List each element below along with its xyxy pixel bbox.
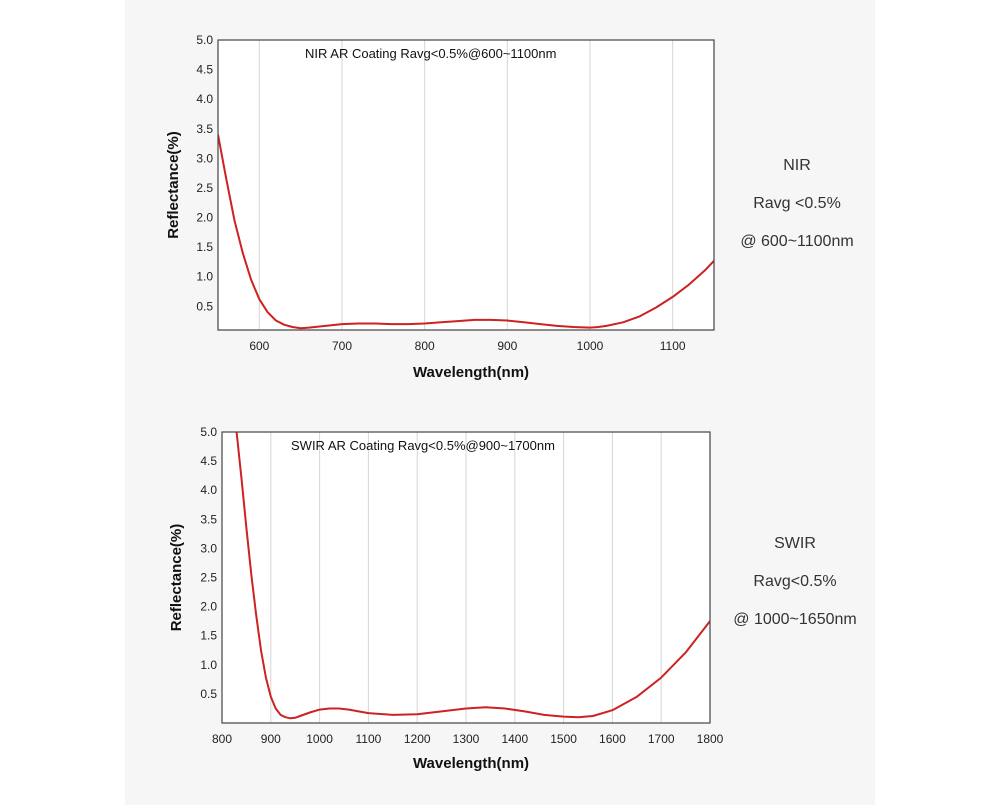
- nir-note: NIR Ravg <0.5% @ 600~1100nm: [717, 156, 877, 270]
- swir-y-axis-title: Reflectance(%): [168, 524, 185, 632]
- swir-y-tick-label: 1.0: [200, 658, 217, 672]
- swir-y-tick-label: 5.0: [200, 425, 217, 439]
- nir-y-tick-label: 2.5: [196, 181, 213, 195]
- nir-x-tick-label: 800: [415, 339, 435, 353]
- swir-y-tick-label: 4.5: [200, 454, 217, 468]
- swir-x-tick-label: 1600: [599, 732, 626, 746]
- swir-y-tick-label: 4.0: [200, 483, 217, 497]
- swir-y-tick-label: 3.0: [200, 541, 217, 555]
- nir-x-tick-label: 900: [497, 339, 517, 353]
- nir-chart-title: NIR AR Coating Ravg<0.5%@600~1100nm: [305, 46, 556, 61]
- nir-y-tick-label: 3.0: [196, 151, 213, 165]
- nir-note-line-3: @ 600~1100nm: [740, 233, 854, 250]
- nir-reflectance-curve: [218, 134, 714, 330]
- nir-y-tick-label: 0.5: [196, 299, 213, 313]
- nir-x-tick-label: 700: [332, 339, 352, 353]
- nir-y-tick-label: 5.0: [196, 33, 213, 47]
- nir-y-tick-label: 4.0: [196, 92, 213, 106]
- swir-note-line-2: Ravg<0.5%: [753, 573, 837, 590]
- nir-y-tick-label: 4.5: [196, 63, 213, 77]
- swir-y-tick-label: 0.5: [200, 687, 217, 701]
- swir-x-tick-label: 800: [212, 732, 232, 746]
- swir-x-tick-label: 1500: [550, 732, 577, 746]
- swir-note: SWIR Ravg<0.5% @ 1000~1650nm: [715, 534, 875, 648]
- swir-x-tick-label: 1100: [355, 732, 381, 746]
- swir-chart: 800 900 1000 1100 1200 1300 1400 1500 1600 1700 18…: [168, 425, 724, 772]
- nir-plot-area: [218, 40, 714, 330]
- nir-note-line-1: NIR: [783, 157, 811, 174]
- swir-reflectance-curve: [235, 432, 710, 720]
- nir-x-tick-label: 600: [249, 339, 269, 353]
- swir-y-tick-label: 2.0: [200, 600, 217, 614]
- swir-x-tick-label: 1400: [501, 732, 528, 746]
- nir-chart: 600 700 800 900 1000 1100 0.5 1.0 1.5 2.0 2.5 3.0 3.…: [165, 33, 715, 381]
- swir-note-line-1: SWIR: [774, 535, 816, 552]
- nir-x-tick-label: 1100: [660, 339, 686, 353]
- nir-y-tick-label: 1.5: [196, 240, 213, 254]
- nir-y-tick-label: 1.0: [196, 270, 213, 284]
- swir-plot-frame: [221, 431, 711, 724]
- swir-chart-title: SWIR AR Coating Ravg<0.5%@900~1700nm: [291, 438, 555, 453]
- nir-plot-frame: [217, 39, 715, 331]
- nir-x-axis-title: Wavelength(nm): [413, 364, 529, 381]
- nir-y-tick-label: 2.0: [196, 211, 213, 225]
- swir-x-tick-label: 1000: [306, 732, 333, 746]
- swir-x-tick-label: 1200: [404, 732, 431, 746]
- swir-y-tick-label: 1.5: [200, 629, 217, 643]
- swir-y-tick-label: 2.5: [200, 571, 217, 585]
- swir-x-tick-label: 1800: [697, 732, 724, 746]
- swir-note-line-3: @ 1000~1650nm: [733, 611, 857, 628]
- swir-x-tick-label: 1300: [453, 732, 480, 746]
- nir-y-axis-title: Reflectance(%): [165, 131, 182, 239]
- swir-x-tick-label: 900: [261, 732, 281, 746]
- nir-note-line-2: Ravg <0.5%: [753, 195, 841, 212]
- swir-x-axis-title: Wavelength(nm): [413, 755, 529, 772]
- nir-x-tick-label: 1000: [577, 339, 604, 353]
- nir-y-tick-label: 3.5: [196, 122, 213, 136]
- swir-x-tick-label: 1700: [648, 732, 675, 746]
- swir-y-tick-label: 3.5: [200, 512, 217, 526]
